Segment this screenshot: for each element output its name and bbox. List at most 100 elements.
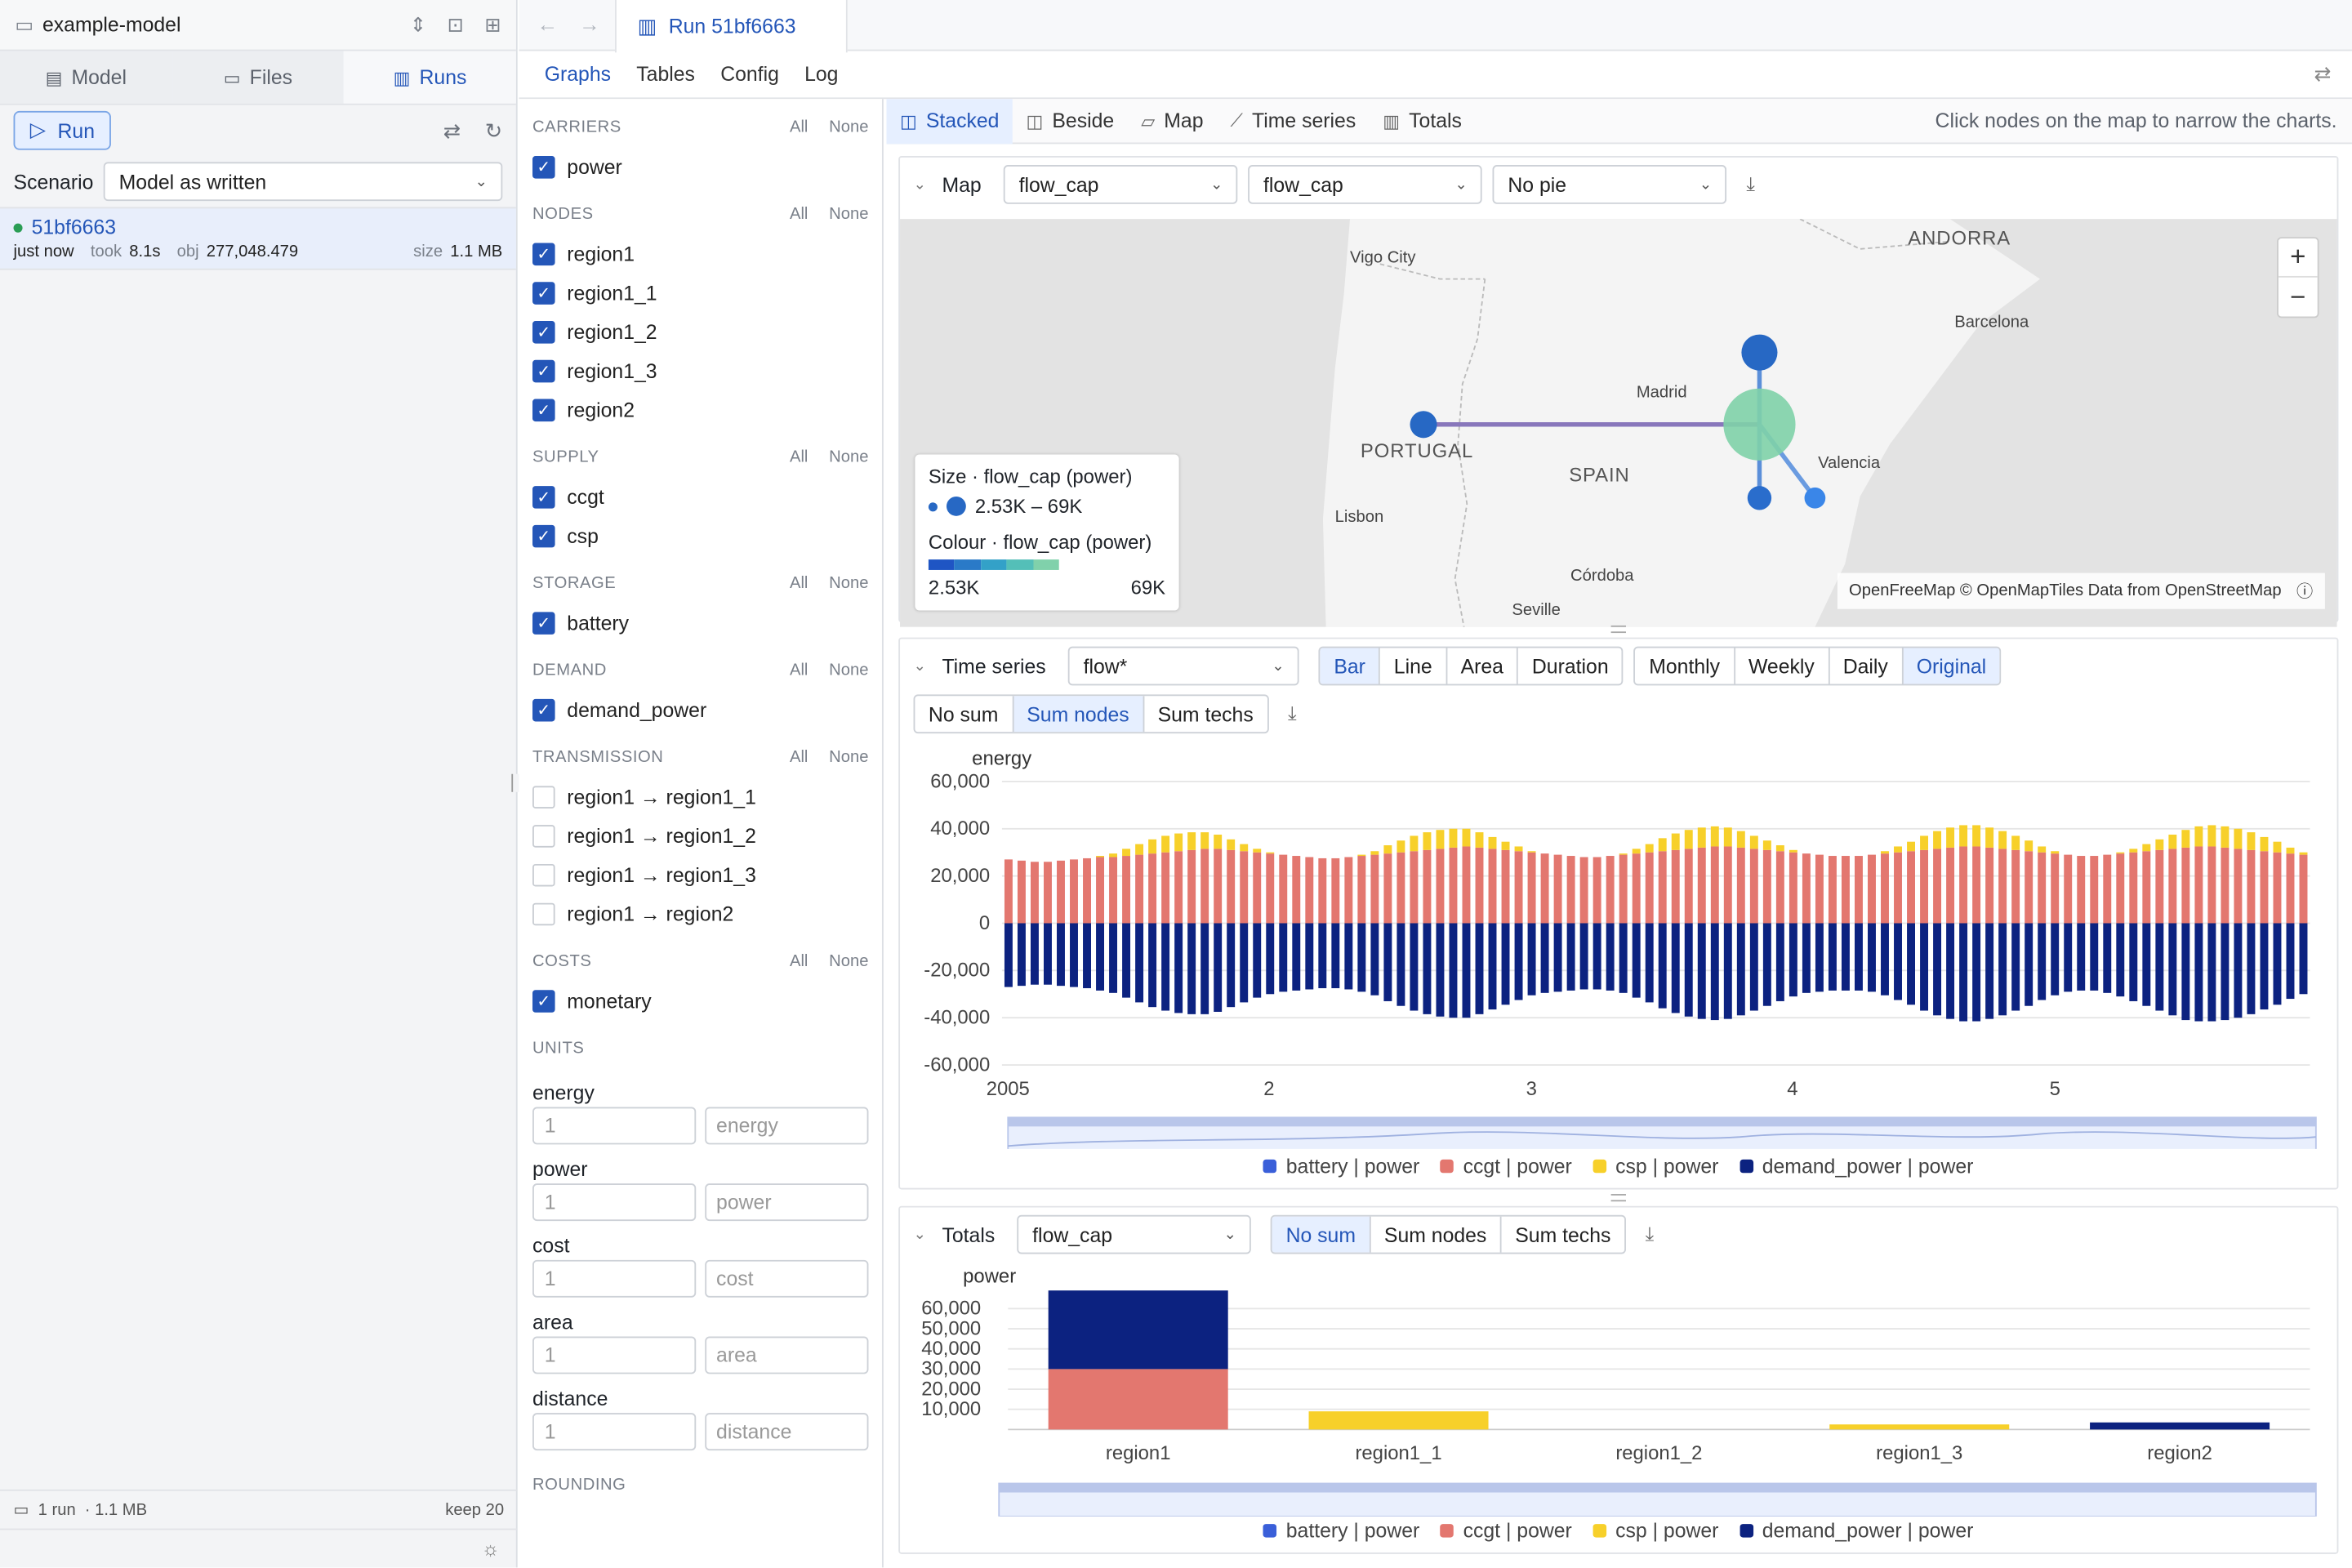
compare-icon[interactable]: ⇄ bbox=[443, 118, 461, 142]
select-none-button[interactable]: None bbox=[829, 574, 869, 593]
view-beside[interactable]: ◫ Beside bbox=[1013, 98, 1128, 143]
forward-arrow-icon[interactable]: → bbox=[578, 11, 600, 37]
node-region2[interactable] bbox=[1410, 411, 1437, 439]
unit-name-input[interactable]: cost bbox=[704, 1259, 869, 1298]
filter-checkbox-row[interactable]: ✓ csp bbox=[532, 516, 868, 555]
view-totals[interactable]: ▥ Totals bbox=[1370, 98, 1476, 143]
checkbox[interactable] bbox=[532, 824, 555, 847]
checkbox[interactable]: ✓ bbox=[532, 485, 555, 508]
select-none-button[interactable]: None bbox=[829, 118, 869, 137]
ts-sum-nodes[interactable]: Sum nodes bbox=[1011, 696, 1143, 733]
checkbox[interactable]: ✓ bbox=[532, 611, 555, 635]
collapse-chevron-icon[interactable]: ⌄ bbox=[913, 176, 926, 194]
tab-graphs[interactable]: Graphs bbox=[544, 63, 612, 86]
map-pie-select[interactable]: No pie ⌄ bbox=[1493, 165, 1727, 204]
unit-scale-input[interactable]: 1 bbox=[532, 1183, 696, 1222]
checkbox[interactable]: ✓ bbox=[532, 242, 555, 265]
resample-monthly[interactable]: Monthly bbox=[1649, 654, 1721, 678]
filter-checkbox-row[interactable]: ✓ demand_power bbox=[532, 690, 868, 729]
checkbox[interactable]: ✓ bbox=[532, 359, 555, 382]
checkbox[interactable]: ✓ bbox=[532, 523, 555, 547]
filter-checkbox-row[interactable]: ✓ region2 bbox=[532, 390, 868, 430]
tab-tables[interactable]: Tables bbox=[636, 63, 695, 86]
sun-icon[interactable]: ☼ bbox=[481, 1537, 500, 1561]
filter-checkbox-row[interactable]: ✓ region1_1 bbox=[532, 273, 868, 312]
tab-runs[interactable]: ▥ Runs bbox=[344, 51, 516, 104]
run-tab[interactable]: ▥ Run 51bf6663 bbox=[615, 0, 848, 53]
legend-item-csp[interactable]: csp | power bbox=[1592, 1520, 1718, 1542]
filter-checkbox-row[interactable]: ✓ power bbox=[532, 147, 868, 186]
unit-scale-input[interactable]: 1 bbox=[532, 1413, 696, 1451]
checkbox[interactable]: ✓ bbox=[532, 989, 555, 1012]
refresh-icon[interactable]: ↻ bbox=[484, 118, 503, 142]
view-time-series[interactable]: ⟋ Time series bbox=[1217, 98, 1370, 143]
node-region1_2[interactable] bbox=[1747, 486, 1772, 510]
checkbox[interactable]: ✓ bbox=[532, 155, 555, 178]
checkbox[interactable] bbox=[532, 902, 555, 925]
zoom-slider-handle-bar[interactable] bbox=[999, 1483, 2316, 1493]
tab-config[interactable]: Config bbox=[720, 63, 779, 86]
chart-type-duration[interactable]: Duration bbox=[1517, 648, 1623, 684]
run-list-item[interactable]: 51bf6663 just now took 8.1s obj 277,048.47… bbox=[0, 207, 516, 270]
chart-type-line[interactable]: Line bbox=[1379, 648, 1446, 684]
resize-handle-map[interactable] bbox=[1610, 625, 1626, 634]
new-folder-icon[interactable]: ⊞ bbox=[484, 12, 501, 36]
totals-sum-nodes[interactable]: Sum nodes bbox=[1369, 1216, 1500, 1253]
legend-item-battery[interactable]: battery | power bbox=[1263, 1520, 1419, 1542]
filter-checkbox-row[interactable]: ✓ region1 bbox=[532, 234, 868, 274]
switch-project-icon[interactable]: ⇕ bbox=[409, 12, 426, 36]
select-none-button[interactable]: None bbox=[829, 952, 869, 971]
back-arrow-icon[interactable]: ← bbox=[537, 11, 559, 37]
download-icon[interactable]: ⤓ bbox=[1645, 1222, 1655, 1245]
legend-item-ccgt[interactable]: ccgt | power bbox=[1441, 1520, 1572, 1542]
unit-name-input[interactable]: area bbox=[704, 1336, 869, 1374]
run-button[interactable]: ▷ Run bbox=[13, 110, 112, 150]
checkbox[interactable]: ✓ bbox=[532, 320, 555, 343]
checkbox[interactable]: ✓ bbox=[532, 697, 555, 721]
totals-chart[interactable]: power 60,00050,00040,00030,00020,00010,00… bbox=[900, 1262, 2337, 1517]
filter-checkbox-row[interactable]: ✓ region1_3 bbox=[532, 351, 868, 390]
resample-original[interactable]: Original bbox=[1901, 648, 2000, 684]
resample-daily[interactable]: Daily bbox=[1828, 648, 1901, 684]
unit-name-input[interactable]: power bbox=[704, 1183, 869, 1222]
zoom-in-button[interactable]: + bbox=[2278, 238, 2318, 278]
filter-checkbox-row[interactable]: ✓ battery bbox=[532, 603, 868, 642]
select-all-button[interactable]: All bbox=[789, 574, 808, 593]
ts-sum-techs[interactable]: Sum techs bbox=[1143, 696, 1267, 733]
legend-item-demand[interactable]: demand_power | power bbox=[1740, 1520, 1973, 1542]
filter-checkbox-row[interactable]: region1 → region1_3 bbox=[532, 855, 868, 894]
compare-icon[interactable]: ⇄ bbox=[2314, 62, 2332, 85]
chart-type-area[interactable]: Area bbox=[1446, 648, 1517, 684]
filter-checkbox-row[interactable]: ✓ monetary bbox=[532, 981, 868, 1020]
totals-no-sum[interactable]: No sum bbox=[1272, 1216, 1370, 1253]
select-none-button[interactable]: None bbox=[829, 448, 869, 467]
map-colour-select[interactable]: flow_cap ⌄ bbox=[1248, 165, 1483, 204]
select-all-button[interactable]: All bbox=[789, 448, 808, 467]
legend-item-demand[interactable]: demand_power | power bbox=[1740, 1155, 1973, 1178]
legend-item-csp[interactable]: csp | power bbox=[1592, 1155, 1718, 1178]
view-map[interactable]: ▱ Map bbox=[1128, 98, 1217, 143]
select-none-button[interactable]: None bbox=[829, 661, 869, 680]
download-icon[interactable]: ⤓ bbox=[1746, 172, 1755, 195]
select-all-button[interactable]: All bbox=[789, 952, 808, 971]
unit-name-input[interactable]: distance bbox=[704, 1413, 869, 1451]
zoom-slider-handle-bar[interactable] bbox=[1008, 1117, 2316, 1127]
node-region1[interactable] bbox=[1723, 388, 1796, 461]
resample-weekly[interactable]: Weekly bbox=[1733, 648, 1829, 684]
scenario-select[interactable]: Model as written ⌄ bbox=[104, 162, 503, 202]
view-stacked[interactable]: ◫ Stacked bbox=[886, 98, 1013, 144]
info-icon[interactable]: ⓘ bbox=[2296, 583, 2314, 602]
resize-handle-timeseries[interactable] bbox=[1610, 1194, 1626, 1202]
select-all-button[interactable]: All bbox=[789, 661, 808, 680]
checkbox[interactable] bbox=[532, 863, 555, 886]
filter-checkbox-row[interactable]: ✓ ccgt bbox=[532, 477, 868, 516]
checkbox[interactable]: ✓ bbox=[532, 281, 555, 304]
filter-checkbox-row[interactable]: region1 → region1_1 bbox=[532, 777, 868, 816]
tab-log[interactable]: Log bbox=[804, 63, 839, 86]
map-canvas[interactable]: ANDORRA Vigo City Barcelona Madrid PORTU… bbox=[900, 219, 2337, 627]
open-folder-icon[interactable]: ⊡ bbox=[447, 12, 464, 36]
select-all-button[interactable]: All bbox=[789, 205, 808, 224]
download-icon[interactable]: ⤓ bbox=[1287, 702, 1297, 725]
filter-checkbox-row[interactable]: region1 → region2 bbox=[532, 894, 868, 933]
